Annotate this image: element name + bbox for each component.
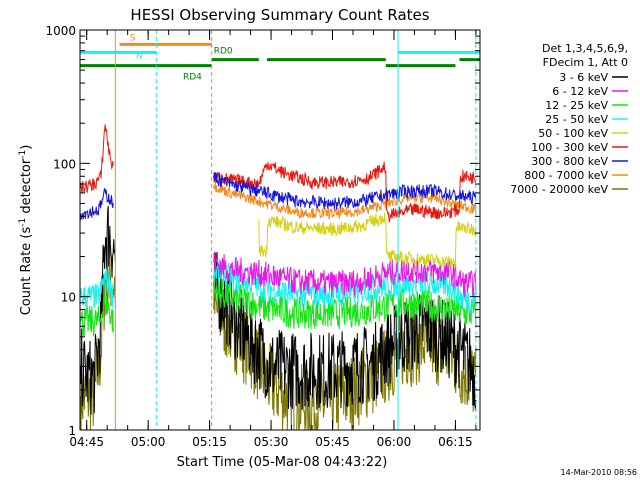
series-300-800kev [80, 172, 477, 221]
x-tick-label: 05:30 [254, 435, 289, 449]
series-800-7000kev [213, 182, 477, 220]
y-tick-label: 1 [68, 424, 76, 438]
y-axis-label: Count Rate (s-1 detector-1) [18, 145, 34, 316]
x-tick-label: 05:15 [192, 435, 227, 449]
y-tick-label: 100 [53, 157, 76, 171]
series-100-300kev [80, 124, 477, 223]
legend-header: FDecim 1, Att 0 [543, 56, 628, 69]
legend-label: 50 - 100 keV [538, 127, 608, 140]
flag-label-n: N [136, 51, 143, 61]
attenuator-lines [114, 30, 477, 430]
series-12-25kev [80, 278, 477, 337]
legend-label: 100 - 300 keV [531, 141, 608, 154]
legend-label: 7000 - 20000 keV [510, 183, 608, 196]
legend-label: 300 - 800 keV [531, 155, 608, 168]
legend-label: 3 - 6 keV [559, 71, 608, 84]
series-6-12kev [213, 251, 477, 298]
flag-label-rd4: RD4 [183, 73, 202, 83]
axes: 1 10 100 1000 04:45 05:00 05:15 05:30 05:45 06:00… [45, 24, 480, 449]
data-series [80, 124, 477, 431]
flag-label-rd0: RD0 [214, 47, 233, 57]
plot-frame [79, 29, 481, 431]
legend-header: Det 1,3,4,5,6,9, [542, 42, 628, 55]
x-tick-label: 05:00 [131, 435, 166, 449]
x-tick-label: 06:15 [438, 435, 473, 449]
x-tick-label: 04:45 [69, 435, 104, 449]
legend-label: 25 - 50 keV [545, 113, 608, 126]
x-tick-label: 05:45 [315, 435, 350, 449]
legend-label: 800 - 7000 keV [524, 169, 608, 182]
y-tick-label: 10 [61, 291, 76, 305]
legend: Det 1,3,4,5,6,9,FDecim 1, Att 0 3 - 6 keV… [510, 42, 628, 196]
flag-bars: SN RD0 RD4 [80, 33, 480, 83]
series-50-100kev [258, 212, 477, 269]
legend-label: 12 - 25 keV [545, 99, 608, 112]
x-axis-label: Start Time (05-Mar-08 04:43:22) [177, 455, 388, 470]
footer-date: 14-Mar-2010 08:56 [561, 468, 638, 477]
flag-label-s: S [130, 33, 136, 43]
x-tick-label: 06:00 [377, 435, 412, 449]
legend-label: 6 - 12 keV [552, 85, 608, 98]
y-tick-label: 1000 [45, 24, 76, 38]
chart-title: HESSI Observing Summary Count Rates [130, 6, 429, 24]
